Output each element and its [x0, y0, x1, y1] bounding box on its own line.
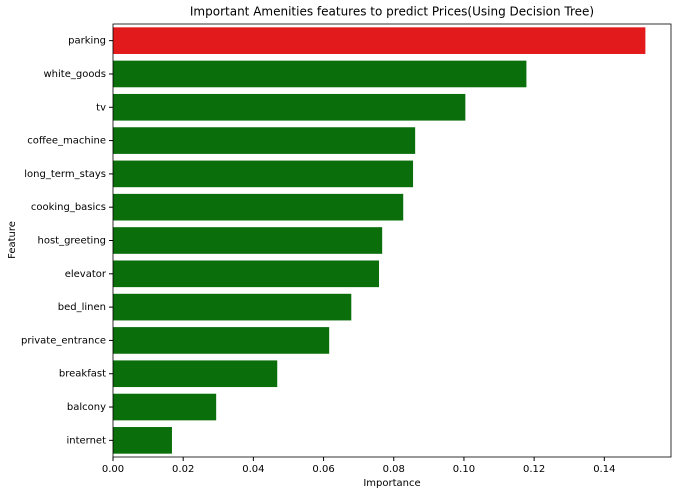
y-tick-label: long_term_stays	[24, 169, 106, 180]
y-tick-label: internet	[66, 435, 106, 446]
y-tick-label: tv	[96, 102, 106, 113]
y-tick-label: coffee_machine	[27, 136, 106, 147]
bar	[113, 293, 352, 321]
x-tick-label: 0.10	[453, 464, 475, 475]
x-tick-label: 0.06	[312, 464, 334, 475]
bar	[113, 60, 527, 88]
y-tick-label: private_entrance	[21, 335, 106, 346]
x-axis-label: Importance	[363, 478, 420, 489]
chart-title: Important Amenities features to predict …	[190, 5, 594, 19]
y-tick-label: elevator	[65, 269, 107, 280]
bar	[113, 360, 278, 388]
x-tick-label: 0.04	[242, 464, 264, 475]
x-tick-label: 0.02	[172, 464, 194, 475]
x-tick-label: 0.14	[593, 464, 615, 475]
y-tick-label: breakfast	[59, 369, 106, 380]
bar	[113, 193, 404, 221]
bar	[113, 160, 414, 188]
bar	[113, 327, 330, 354]
y-tick-label: bed_linen	[58, 302, 106, 313]
y-tick-label: cooking_basics	[31, 202, 106, 213]
bar	[113, 127, 416, 154]
bar	[113, 427, 172, 454]
bar	[113, 27, 646, 54]
bar	[113, 260, 380, 288]
bar	[113, 393, 217, 421]
bar	[113, 227, 383, 254]
y-tick-label: white_goods	[43, 69, 106, 80]
y-tick-label: host_greeting	[37, 236, 106, 247]
x-tick-label: 0.12	[523, 464, 545, 475]
bar	[113, 93, 466, 121]
x-tick-label: 0.00	[102, 464, 124, 475]
plot-frame	[112, 23, 672, 458]
x-tick-label: 0.08	[383, 464, 405, 475]
y-tick-label: parking	[68, 36, 106, 47]
y-tick-label: balcony	[67, 402, 106, 413]
y-axis-label: Feature	[7, 221, 18, 259]
